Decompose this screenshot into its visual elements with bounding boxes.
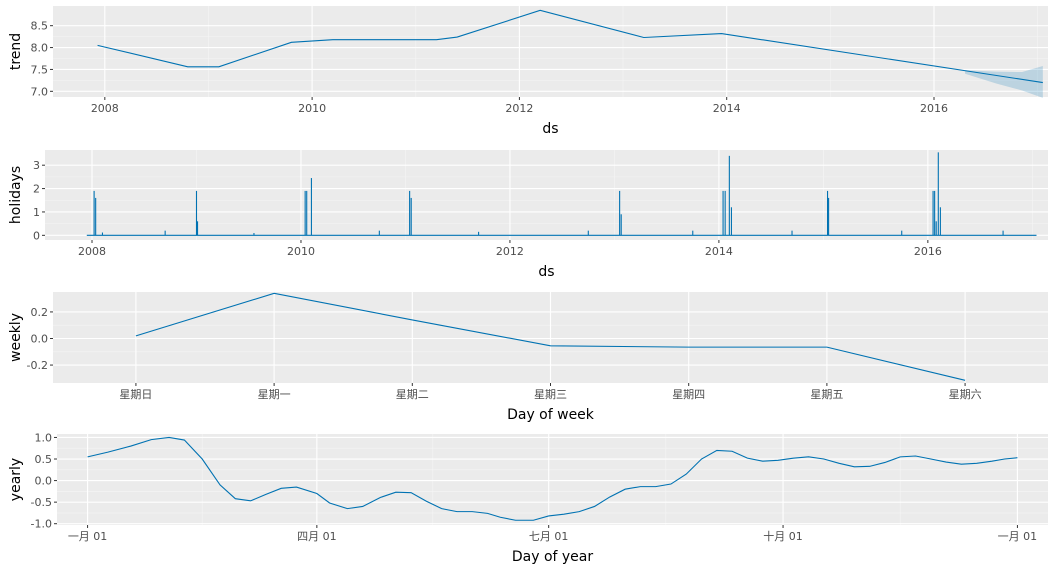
x-tick-label: 2008: [91, 102, 119, 115]
watermark-text: CSDN @UQI-LIUWJ: [913, 543, 1042, 559]
y-tick-label: 0.0: [31, 332, 49, 345]
y-tick-label: 7.0: [31, 85, 49, 98]
yearly-line: [87, 436, 1018, 521]
x-axis-title: Day of week: [507, 407, 595, 423]
x-tick-label: 七月 01: [529, 530, 569, 543]
x-tick-label: 一月 01: [998, 530, 1038, 543]
y-tick-label: 0.2: [31, 306, 49, 319]
x-tick-label: 2010: [287, 245, 315, 258]
x-tick-label: 星期三: [534, 388, 567, 401]
x-tick-label: 2012: [505, 102, 533, 115]
y-tick-label: 8.5: [31, 20, 49, 33]
y-tick-label: 3: [33, 159, 40, 172]
y-tick-label: 0.0: [35, 475, 53, 488]
x-tick-label: 2008: [78, 245, 106, 258]
trend-panel: 2008 2010 2012 2014 2016 7.0 7.5 8.0 8.5 ds trend: [8, 6, 1048, 137]
x-tick-label: 星期六: [949, 388, 982, 401]
y-tick-label: 7.5: [31, 63, 49, 76]
y-tick-label: -0.5: [31, 496, 52, 509]
x-tick-label: 2012: [496, 245, 524, 258]
x-tick-label: 2010: [298, 102, 326, 115]
y-tick-label: 0.5: [35, 453, 53, 466]
x-tick-label: 星期二: [396, 388, 429, 401]
x-tick-label: 四月 01: [297, 530, 337, 543]
y-axis-title: weekly: [8, 313, 24, 362]
x-axis-title: ds: [538, 264, 554, 280]
trend-line: [97, 9, 1043, 84]
y-axis-title: yearly: [8, 458, 24, 501]
plot-panel-background: [45, 150, 1048, 240]
y-axis-title: trend: [8, 33, 24, 70]
y-tick-label: 0: [33, 229, 40, 242]
y-tick-label: -1.0: [31, 518, 52, 531]
plot-panel-background: [53, 6, 1048, 97]
holidays-panel: 2008 2010 2012 2014 2016 0 1 2 3 ds holidays: [8, 150, 1048, 280]
x-tick-label: 2016: [914, 245, 942, 258]
yearly-panel: 一月 01 四月 01 七月 01 十月 01 一月 01 -1.0 -0.5 0.0 0.5 1…: [8, 431, 1048, 565]
y-axis-title: holidays: [8, 166, 24, 224]
y-tick-label: 1.0: [35, 431, 53, 444]
x-tick-label: 2016: [920, 102, 948, 115]
x-tick-label: 星期四: [672, 388, 705, 401]
y-tick-label: 2: [33, 183, 40, 196]
x-tick-label: 星期五: [810, 388, 843, 401]
y-tick-label: 1: [33, 206, 40, 219]
y-tick-label: 8.0: [31, 42, 49, 55]
x-tick-label: 星期日: [119, 388, 152, 401]
x-tick-label: 2014: [705, 245, 733, 258]
weekly-panel: 星期日 星期一 星期二 星期三 星期四 星期五 星期六 -0.2 0.0 0.2 Day of we…: [8, 292, 1048, 423]
x-tick-label: 十月 01: [763, 529, 803, 543]
x-axis-title: ds: [542, 121, 558, 137]
x-tick-label: 星期一: [258, 388, 291, 401]
plot-panel-background: [57, 434, 1048, 525]
x-tick-label: 一月 01: [68, 530, 108, 543]
x-tick-label: 2014: [713, 102, 741, 115]
y-tick-label: -0.2: [27, 359, 48, 372]
x-axis-title: Day of year: [512, 549, 594, 565]
weekly-line: [135, 292, 966, 381]
